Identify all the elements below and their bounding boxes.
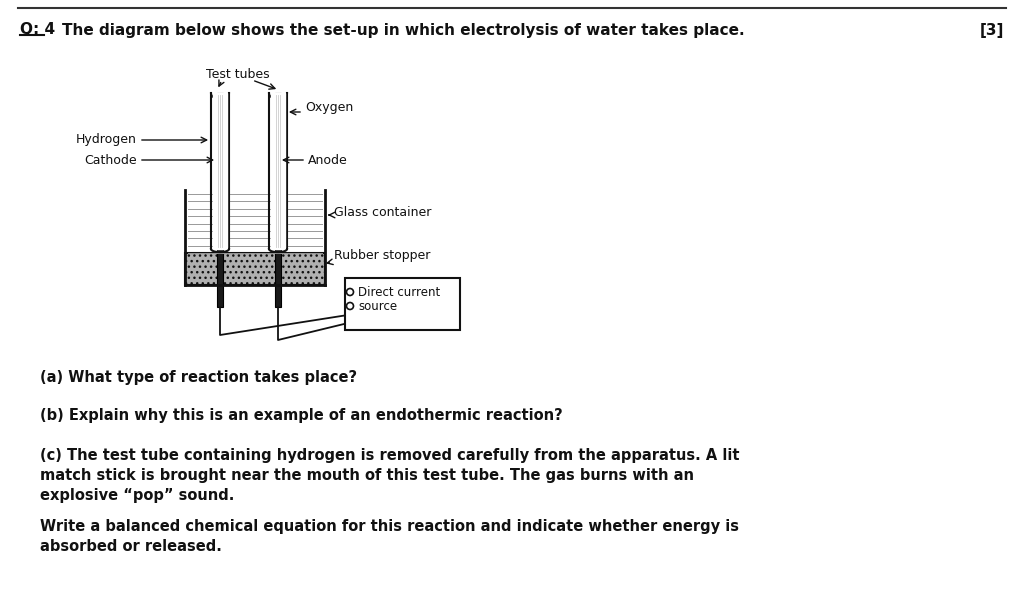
Polygon shape xyxy=(275,93,281,307)
Text: (b) Explain why this is an example of an endothermic reaction?: (b) Explain why this is an example of an… xyxy=(40,408,563,423)
Circle shape xyxy=(346,302,353,310)
Text: Oxygen: Oxygen xyxy=(305,100,353,113)
Polygon shape xyxy=(185,253,325,285)
Text: (c) The test tube containing hydrogen is removed carefully from the apparatus. A: (c) The test tube containing hydrogen is… xyxy=(40,448,739,502)
Text: (a) What type of reaction takes place?: (a) What type of reaction takes place? xyxy=(40,370,357,385)
Text: Test tubes: Test tubes xyxy=(206,69,269,81)
Text: [3]: [3] xyxy=(980,23,1004,37)
Text: Rubber stopper: Rubber stopper xyxy=(334,250,430,263)
Text: Q: 4: Q: 4 xyxy=(20,23,55,37)
Text: Glass container: Glass container xyxy=(334,206,431,218)
FancyBboxPatch shape xyxy=(345,278,460,330)
Polygon shape xyxy=(217,93,223,307)
Text: Hydrogen: Hydrogen xyxy=(76,133,137,146)
Polygon shape xyxy=(271,94,285,249)
Circle shape xyxy=(346,288,353,296)
Text: Anode: Anode xyxy=(308,154,348,166)
Text: Write a balanced chemical equation for this reaction and indicate whether energy: Write a balanced chemical equation for t… xyxy=(40,519,739,554)
Text: source: source xyxy=(358,299,397,313)
Text: Cathode: Cathode xyxy=(84,154,137,166)
Text: Direct current: Direct current xyxy=(358,286,440,299)
Polygon shape xyxy=(213,94,227,249)
Text: The diagram below shows the set-up in which electrolysis of water takes place.: The diagram below shows the set-up in wh… xyxy=(62,23,744,37)
